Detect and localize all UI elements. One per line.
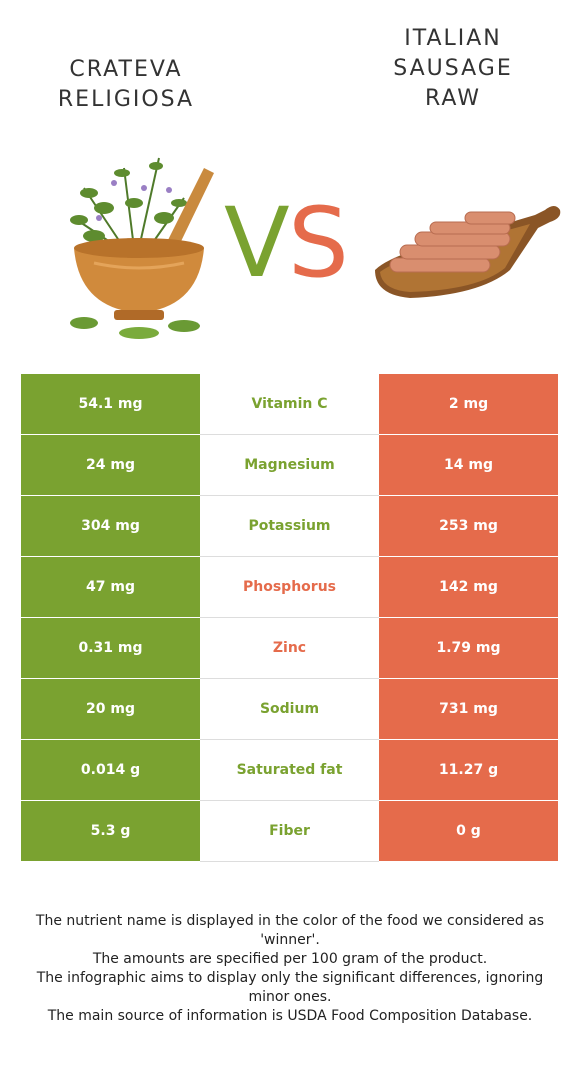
left-value: 24 mg — [21, 435, 200, 495]
nutrient-name: Phosphorus — [200, 557, 379, 618]
table-row: 24 mg Magnesium 14 mg — [21, 435, 558, 496]
table-row: 304 mg Potassium 253 mg — [21, 496, 558, 557]
right-value: 142 mg — [379, 557, 558, 617]
vs-s-letter: S — [288, 196, 349, 286]
table-row: 5.3 g Fiber 0 g — [21, 801, 558, 862]
mortar-with-herbs-icon — [64, 148, 214, 346]
left-value: 54.1 mg — [21, 374, 200, 434]
left-food-title: CRATEVA RELIGIOSA — [26, 55, 226, 115]
right-value: 253 mg — [379, 496, 558, 556]
nutrient-name: Fiber — [200, 801, 379, 862]
right-value: 731 mg — [379, 679, 558, 739]
right-value: 2 mg — [379, 374, 558, 434]
nutrient-name: Magnesium — [200, 435, 379, 496]
nutrient-name: Zinc — [200, 618, 379, 679]
table-row: 20 mg Sodium 731 mg — [21, 679, 558, 740]
left-value: 20 mg — [21, 679, 200, 739]
vs-v-letter: V — [224, 196, 290, 286]
table-row: 0.014 g Saturated fat 11.27 g — [21, 740, 558, 801]
footer-line: The nutrient name is displayed in the co… — [35, 913, 545, 948]
right-food-title-line2: SAUSAGE — [393, 56, 513, 81]
sausages-on-board-icon — [370, 200, 562, 304]
right-value: 11.27 g — [379, 740, 558, 800]
nutrient-name: Saturated fat — [200, 740, 379, 801]
right-value: 0 g — [379, 801, 558, 861]
left-value: 0.31 mg — [21, 618, 200, 678]
vs-label: V S — [222, 187, 352, 299]
table-row: 47 mg Phosphorus 142 mg — [21, 557, 558, 618]
footer-line: The infographic aims to display only the… — [36, 970, 544, 1005]
right-food-title-line3: RAW — [425, 86, 481, 111]
left-value: 5.3 g — [21, 801, 200, 861]
left-food-title-line1: CRATEVA — [69, 57, 183, 82]
nutrient-name: Vitamin C — [200, 374, 379, 435]
right-food-title: ITALIAN SAUSAGE RAW — [353, 24, 553, 114]
nutrient-name: Potassium — [200, 496, 379, 557]
left-value: 47 mg — [21, 557, 200, 617]
nutrient-name: Sodium — [200, 679, 379, 740]
right-food-title-line1: ITALIAN — [404, 26, 502, 51]
left-value: 0.014 g — [21, 740, 200, 800]
footer-line: The amounts are specified per 100 gram o… — [92, 951, 488, 967]
footer-notes: The nutrient name is displayed in the co… — [20, 912, 560, 1026]
right-value: 14 mg — [379, 435, 558, 495]
right-value: 1.79 mg — [379, 618, 558, 678]
footer-line: The main source of information is USDA F… — [47, 1008, 533, 1024]
left-food-title-line2: RELIGIOSA — [57, 87, 195, 112]
left-value: 304 mg — [21, 496, 200, 556]
table-row: 0.31 mg Zinc 1.79 mg — [21, 618, 558, 679]
